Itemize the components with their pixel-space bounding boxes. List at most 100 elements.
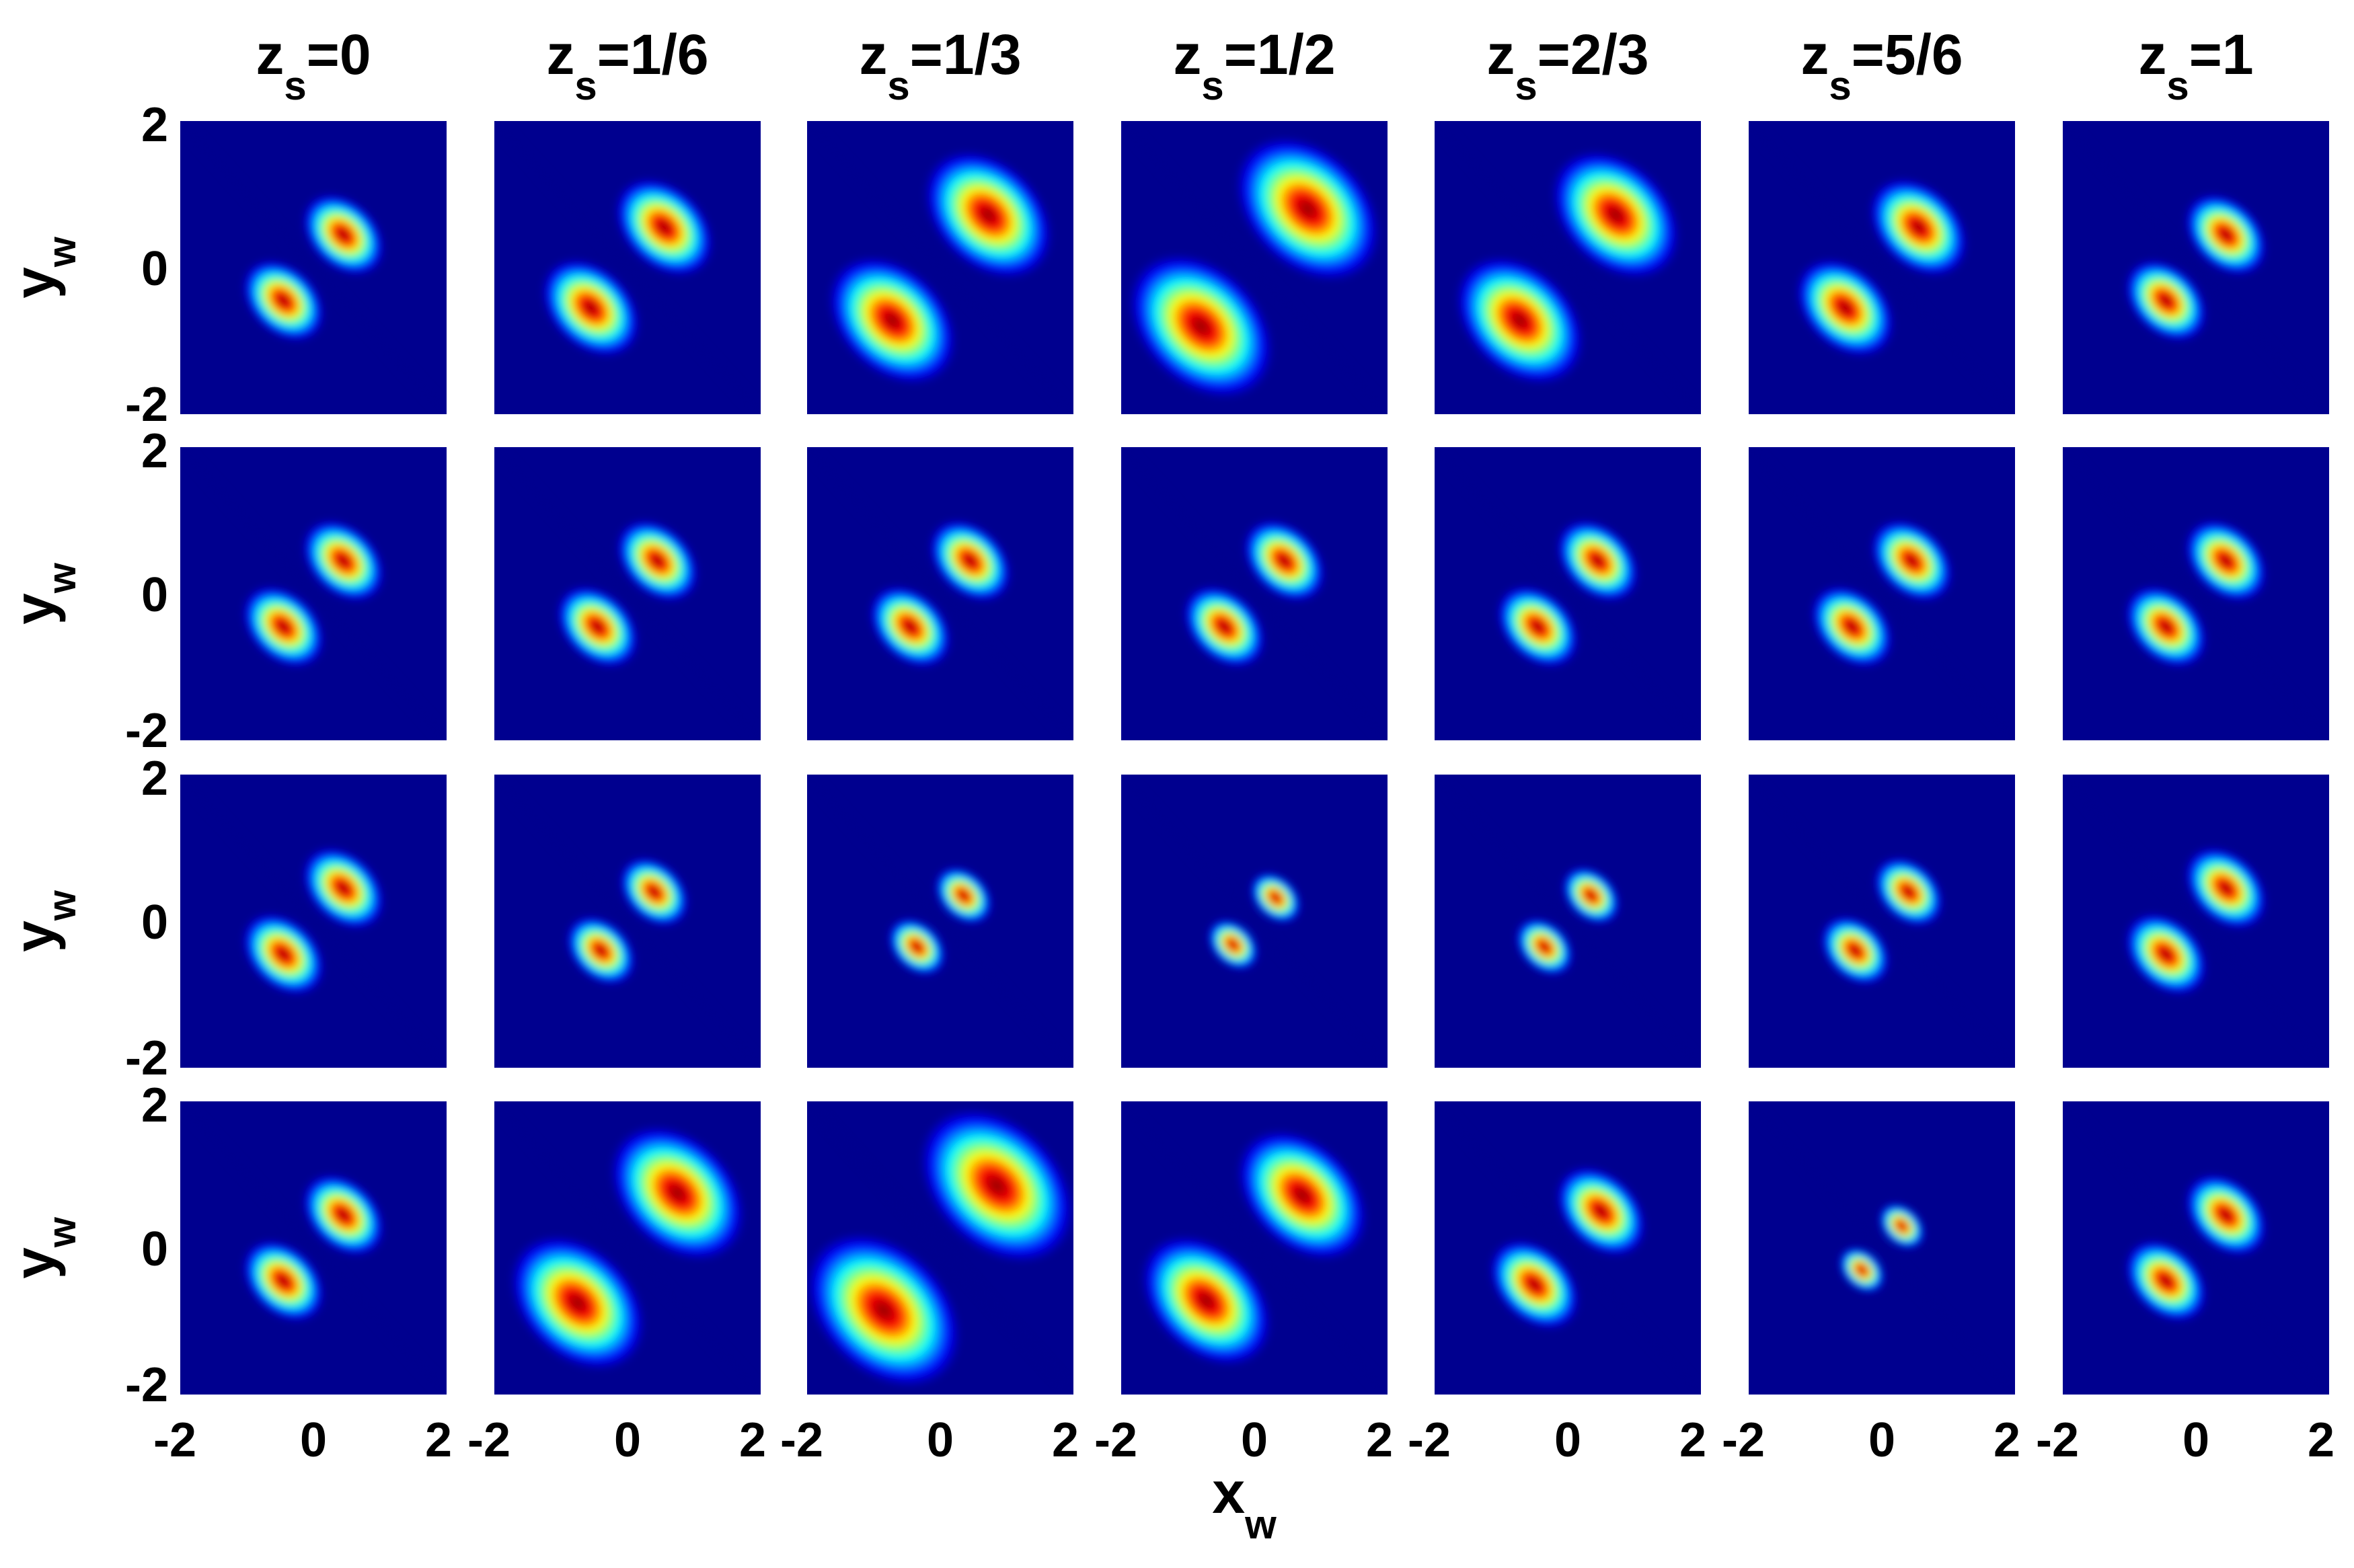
lobe-upper-right bbox=[1236, 136, 1380, 281]
nodal-line bbox=[807, 775, 1073, 1068]
lobe-upper-right bbox=[615, 178, 714, 276]
heatmap-panel-r3-c3 bbox=[807, 775, 1073, 1068]
heatmap-panel-r1-c4 bbox=[1121, 121, 1388, 414]
lobe-upper-right bbox=[1250, 872, 1301, 923]
x-tick-label: 2 bbox=[739, 1413, 766, 1467]
lobe-upper-right bbox=[302, 520, 385, 602]
lobe-upper-right bbox=[934, 867, 993, 925]
lobe-upper-right bbox=[302, 194, 385, 276]
nodal-line bbox=[1435, 447, 1701, 740]
x-tick-label: 2 bbox=[2308, 1413, 2334, 1467]
nodal-line bbox=[2063, 775, 2329, 1068]
x-axes: -2 0 2 -2 0 2 -2 0 2 -2 0 2 -2 0 2 -2 0 2 -2 0 2 bbox=[153, 1413, 2334, 1467]
heatmap-panel-r3-c7 bbox=[2063, 775, 2329, 1068]
lobe-lower-left bbox=[541, 259, 640, 357]
panel-grid bbox=[180, 121, 2329, 1395]
lobe-lower-left bbox=[242, 260, 325, 342]
heatmap-panel-r3-c6 bbox=[1749, 775, 2015, 1068]
y-tick-label: 2 bbox=[141, 752, 168, 806]
nodal-line bbox=[494, 447, 761, 740]
column-label-1: zs=0 bbox=[256, 23, 371, 108]
heatmap-panel-r3-c5 bbox=[1435, 775, 1701, 1068]
x-tick-label: 2 bbox=[1994, 1413, 2020, 1467]
y-tick-label: 2 bbox=[141, 1079, 168, 1132]
nodal-line bbox=[180, 1101, 447, 1395]
lobe-lower-left bbox=[807, 1233, 960, 1387]
lobe-lower-left bbox=[566, 916, 636, 985]
x-tick-label: 2 bbox=[1366, 1413, 1393, 1467]
y-tick-label: 0 bbox=[141, 1222, 168, 1276]
x-tick-label: -2 bbox=[1408, 1413, 1451, 1467]
nodal-line bbox=[1749, 1101, 2015, 1395]
lobe-lower-left bbox=[1796, 259, 1895, 357]
lobe-upper-right bbox=[616, 520, 699, 602]
heatmap-panel-r3-c4 bbox=[1121, 775, 1388, 1068]
nodal-line bbox=[180, 447, 447, 740]
nodal-line bbox=[2063, 447, 2329, 740]
lobe-upper-right bbox=[1243, 520, 1326, 602]
heatmap-panel-r2-c7 bbox=[2063, 447, 2329, 740]
lobe-upper-right bbox=[1878, 1203, 1925, 1249]
heatmap-panel-r4-c5 bbox=[1435, 1101, 1701, 1395]
heatmap-panel-r3-c1 bbox=[180, 775, 447, 1068]
lobe-upper-right bbox=[1556, 520, 1639, 602]
heatmap-panel-r2-c2 bbox=[494, 447, 761, 740]
x-tick-label: 0 bbox=[614, 1413, 641, 1467]
lobe-lower-left bbox=[1490, 1240, 1579, 1329]
lobe-lower-left bbox=[556, 586, 639, 668]
lobe-lower-left bbox=[869, 586, 952, 668]
lobe-upper-right bbox=[2185, 520, 2267, 602]
lobe-upper-right bbox=[1552, 151, 1680, 279]
y-tick-label: -2 bbox=[125, 1031, 168, 1085]
nodal-line bbox=[2063, 121, 2329, 414]
x-tick-label: -2 bbox=[780, 1413, 823, 1467]
nodal-line bbox=[807, 1101, 1073, 1395]
nodal-line bbox=[1121, 447, 1388, 740]
y-tick-label: 2 bbox=[141, 98, 168, 152]
lobe-upper-right bbox=[302, 847, 385, 929]
lobe-upper-right bbox=[619, 857, 689, 927]
lobe-lower-left bbox=[1455, 256, 1584, 385]
y-axis-label-row-4: yw bbox=[3, 1216, 84, 1279]
nodal-line bbox=[1435, 775, 1701, 1068]
lobe-upper-right bbox=[1874, 857, 1943, 927]
column-label-7: zs=1 bbox=[2138, 23, 2253, 108]
lobe-lower-left bbox=[1129, 254, 1273, 399]
heatmap-panel-r4-c4 bbox=[1121, 1101, 1388, 1395]
nodal-line bbox=[1121, 121, 1388, 414]
heatmap-panel-r1-c6 bbox=[1749, 121, 2015, 414]
lobe-lower-left bbox=[1515, 918, 1574, 976]
lobe-upper-right bbox=[924, 151, 1053, 279]
x-tick-label: 0 bbox=[1554, 1413, 1581, 1467]
lobe-lower-left bbox=[2125, 586, 2207, 668]
lobe-upper-right bbox=[920, 1109, 1073, 1263]
x-tick-label: 2 bbox=[1679, 1413, 1706, 1467]
lobe-lower-left bbox=[510, 1236, 645, 1370]
lobe-lower-left bbox=[242, 586, 325, 668]
nodal-line bbox=[1121, 1101, 1388, 1395]
column-label-2: zs=1/6 bbox=[546, 23, 708, 108]
x-tick-label: 0 bbox=[300, 1413, 327, 1467]
y-tick-label: 2 bbox=[141, 424, 168, 478]
nodal-line bbox=[807, 447, 1073, 740]
heatmap-panel-r2-c5 bbox=[1435, 447, 1701, 740]
heatmap-panel-r4-c6 bbox=[1749, 1101, 2015, 1395]
lobe-lower-left bbox=[1496, 586, 1579, 668]
column-label-3: zs=1/3 bbox=[859, 23, 1021, 108]
heatmap-panel-r2-c3 bbox=[807, 447, 1073, 740]
nodal-line bbox=[1749, 121, 2015, 414]
lobe-lower-left bbox=[242, 1240, 325, 1322]
column-labels: zs=0 zs=1/6 zs=1/3 zs=1/2 zs=2/3 zs=5/6 zs=1 bbox=[256, 23, 2253, 108]
lobe-lower-left bbox=[1183, 586, 1266, 668]
x-tick-label: 0 bbox=[1868, 1413, 1895, 1467]
lobe-upper-right bbox=[1556, 1167, 1646, 1256]
nodal-line bbox=[494, 121, 761, 414]
lobe-lower-left bbox=[888, 918, 946, 976]
y-axis-label-row-3: yw bbox=[3, 890, 84, 952]
y-axis-label-row-1: yw bbox=[3, 236, 84, 299]
lobe-lower-left bbox=[2125, 260, 2207, 342]
column-label-5: zs=2/3 bbox=[1486, 23, 1648, 108]
nodal-line bbox=[1121, 775, 1388, 1068]
y-tick-label: 0 bbox=[141, 896, 168, 949]
